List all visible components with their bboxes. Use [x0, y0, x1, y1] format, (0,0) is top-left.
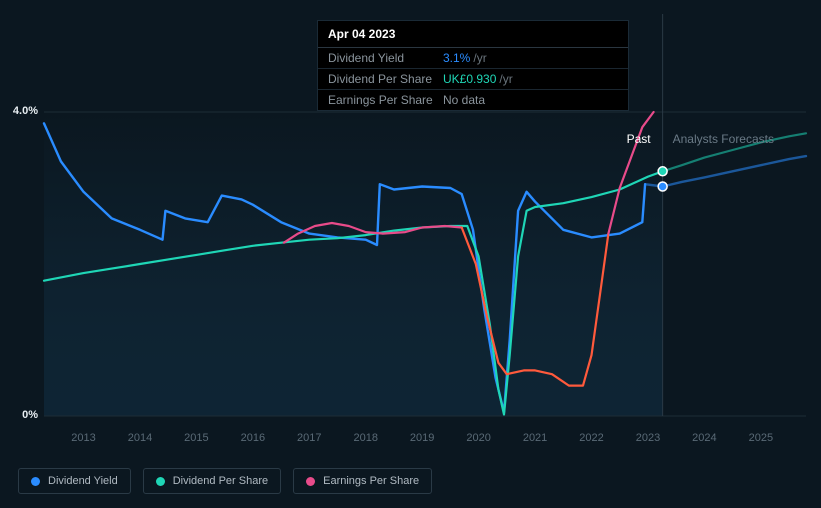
legend-item-earnings-per-share[interactable]: Earnings Per Share [293, 468, 432, 494]
legend-dot [306, 477, 315, 486]
x-tick-label: 2021 [523, 432, 547, 444]
x-tick-label: 2013 [71, 432, 95, 444]
x-tick-label: 2016 [241, 432, 265, 444]
x-tick-label: 2023 [636, 432, 660, 444]
x-tick-label: 2018 [353, 432, 377, 444]
x-tick-label: 2020 [466, 432, 490, 444]
x-tick-label: 2019 [410, 432, 434, 444]
legend-item-dividend-per-share[interactable]: Dividend Per Share [143, 468, 281, 494]
y-tick-label: 0% [0, 409, 38, 421]
x-tick-label: 2022 [579, 432, 603, 444]
region-label-forecast: Analysts Forecasts [673, 132, 774, 146]
x-tick-label: 2025 [749, 432, 773, 444]
tooltip-date: Apr 04 2023 [318, 21, 628, 48]
legend-label: Dividend Per Share [173, 475, 268, 487]
x-tick-label: 2017 [297, 432, 321, 444]
chart-tooltip: Apr 04 2023 Dividend Yield3.1%/yrDividen… [317, 20, 629, 111]
tooltip-row-value: UK£0.930/yr [443, 72, 513, 86]
x-tick-label: 2015 [184, 432, 208, 444]
x-tick-label: 2014 [128, 432, 152, 444]
legend-item-dividend-yield[interactable]: Dividend Yield [18, 468, 131, 494]
tooltip-row-value: No data [443, 93, 485, 107]
tooltip-row-label: Dividend Yield [328, 51, 443, 65]
tooltip-row: Dividend Per ShareUK£0.930/yr [318, 69, 628, 90]
tooltip-row: Dividend Yield3.1%/yr [318, 48, 628, 69]
tooltip-row: Earnings Per ShareNo data [318, 90, 628, 110]
region-label-past: Past [627, 132, 651, 146]
tooltip-row-label: Earnings Per Share [328, 93, 443, 107]
legend-label: Earnings Per Share [323, 475, 419, 487]
legend-dot [156, 477, 165, 486]
legend-dot [31, 477, 40, 486]
chart-legend: Dividend Yield Dividend Per Share Earnings… [18, 468, 432, 494]
tooltip-row-value: 3.1%/yr [443, 51, 487, 65]
y-tick-label: 4.0% [0, 105, 38, 117]
x-tick-label: 2024 [692, 432, 716, 444]
chart-container: 0% 4.0% 2013 2014 2015 2016 2017 2018 2019 2020 2… [0, 0, 821, 508]
legend-label: Dividend Yield [48, 475, 118, 487]
tooltip-row-label: Dividend Per Share [328, 72, 443, 86]
